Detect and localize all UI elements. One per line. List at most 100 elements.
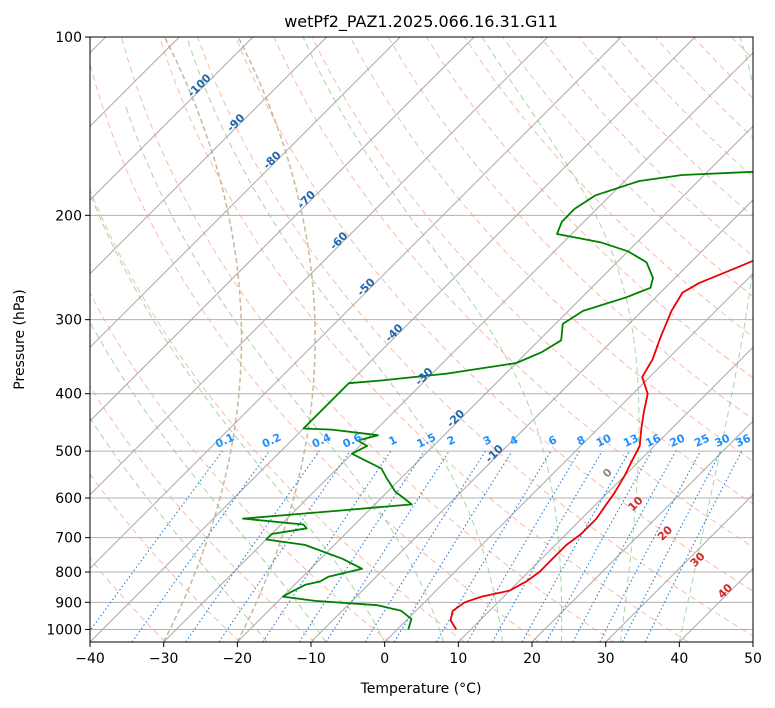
axes: −40 −30 −20 −10 0 10 20 30 40 5010009008007006005… [46, 30, 762, 667]
isotherm-50 [752, 641, 753, 642]
dry-adiabat-440 [654, 37, 753, 139]
isotherm-label: -40 [382, 321, 405, 344]
moist-adiabat-8 [124, 104, 445, 642]
mixing-ratio-label: 25 [692, 432, 711, 450]
isotherm-label: -100 [185, 71, 214, 100]
isotherm--40 [90, 37, 696, 642]
y-tick-label: 800 [55, 565, 82, 581]
moist-adiabat--8 [90, 321, 327, 642]
dry-adiabat-360 [349, 37, 753, 462]
plot-frame [89, 36, 754, 643]
mixing-ratio-line-3 [364, 450, 486, 642]
x-tick-label: 20 [523, 651, 541, 667]
mixing-ratio-line-4 [393, 450, 513, 642]
dry-adiabat-270 [90, 292, 390, 642]
isotherm--50 [90, 37, 622, 570]
mixing-ratio-line-0.4 [185, 450, 320, 642]
mixing-ratio-line-0.2 [131, 450, 270, 642]
moist-adiabat-40 [678, 37, 753, 642]
dry-adiabat-340 [273, 37, 753, 548]
mixing-ratio-label: 0.4 [310, 431, 333, 451]
isotherm-0 [384, 272, 753, 642]
isotherm--60 [90, 37, 549, 496]
dry-adiabat-330 [235, 37, 753, 592]
mixing-ratio-label: 1 [387, 433, 399, 448]
isotherm-label: -80 [261, 148, 284, 171]
y-tick-label: 700 [55, 531, 82, 547]
dry-adiabat-420 [578, 37, 753, 218]
isotherm-20 [531, 420, 753, 642]
dry-adiabat-280 [90, 188, 465, 642]
dry-adiabat-290 [90, 62, 540, 642]
dry-adiabat-450 [692, 37, 753, 99]
y-tick-label: 900 [55, 595, 82, 611]
chart-title: wetPf2_PAZ1.2025.066.16.31.G11 [284, 12, 558, 32]
mixing-ratio-label: 30 [713, 431, 733, 449]
mixing-ratio-line-0.6 [218, 450, 351, 642]
y-tick-label: 300 [55, 313, 82, 329]
dry-adiabat-label: 40 [715, 581, 735, 601]
mixing-ratio-label: 36 [733, 431, 753, 449]
isotherm-10 [457, 346, 753, 642]
mixing-ratio-label: 0.1 [213, 431, 236, 451]
mixing-ratio-line-1.5 [298, 450, 425, 642]
moist-adiabat-0 [90, 192, 386, 642]
dry-adiabat-390 [464, 37, 753, 338]
mixing-ratio-label: 6 [546, 433, 559, 448]
mixing-ratio-line-0.1 [90, 450, 223, 632]
mixing-ratio-label: 13 [621, 432, 640, 450]
x-tick-label: −20 [223, 651, 253, 667]
moist-adiabat-16 [186, 37, 503, 642]
x-tick-label: 10 [449, 651, 467, 667]
dry-adiabat-250 [90, 473, 241, 642]
mixing-ratio-line-20 [572, 450, 677, 642]
isotherm-label: -90 [224, 111, 247, 134]
mixing-ratio-line-13 [521, 450, 630, 642]
x-tick-label: 30 [597, 651, 615, 667]
isotherm--20 [236, 125, 753, 642]
x-tick-label: −10 [296, 651, 326, 667]
dry-adiabat-300 [120, 37, 614, 642]
moist-adiabat-24 [302, 37, 563, 642]
dewpoint-profile [242, 170, 753, 630]
isotherm--10 [310, 199, 753, 642]
mixing-ratio-line-36 [644, 450, 743, 642]
isotherm-label: -70 [295, 188, 318, 211]
mixing-ratio-line-8 [467, 450, 580, 642]
mixing-ratio-line-25 [599, 450, 701, 642]
dry-adiabat-260 [90, 385, 316, 642]
mixing-ratio-label: 16 [643, 431, 663, 449]
dry-adiabat-label: 30 [688, 549, 708, 569]
y-axis-label: Pressure (hPa) [12, 289, 28, 389]
x-tick-label: −30 [149, 651, 179, 667]
dry-adiabat-380 [425, 37, 753, 379]
mixing-ratio-label: 20 [668, 431, 688, 449]
isotherm--90 [90, 37, 328, 275]
isotherm-label: -50 [355, 275, 378, 298]
isotherm--30 [163, 51, 753, 642]
isotherm-30 [605, 493, 753, 642]
isotherm--70 [90, 37, 475, 422]
dry-adiabat-370 [387, 37, 753, 420]
x-tick-label: −40 [75, 651, 105, 667]
isotherm--100 [90, 37, 254, 201]
y-tick-label: 600 [55, 491, 82, 507]
isotherm-40 [678, 567, 753, 642]
dry-adiabat-400 [502, 37, 753, 298]
mixing-ratio-label: 10 [594, 431, 614, 449]
y-tick-label: 500 [55, 444, 82, 460]
moist-adiabat--16 [90, 417, 268, 642]
isotherm--80 [90, 37, 401, 349]
mixing-ratio-line-16 [545, 450, 653, 642]
y-tick-label: 200 [55, 208, 82, 224]
x-tick-label: 0 [380, 651, 389, 667]
isotherm-label: -30 [412, 365, 435, 388]
y-tick-label: 100 [55, 30, 82, 46]
mixing-ratio-line-2 [325, 450, 450, 642]
mixing-ratio-label: 0.2 [260, 431, 283, 451]
dry-adiabat-label: 20 [655, 523, 675, 543]
temperature-profile [449, 259, 753, 630]
mixing-ratio-label: 4 [508, 433, 521, 448]
dry-adiabat-label: 0 [600, 466, 615, 481]
isotherm-label: -60 [327, 229, 350, 252]
